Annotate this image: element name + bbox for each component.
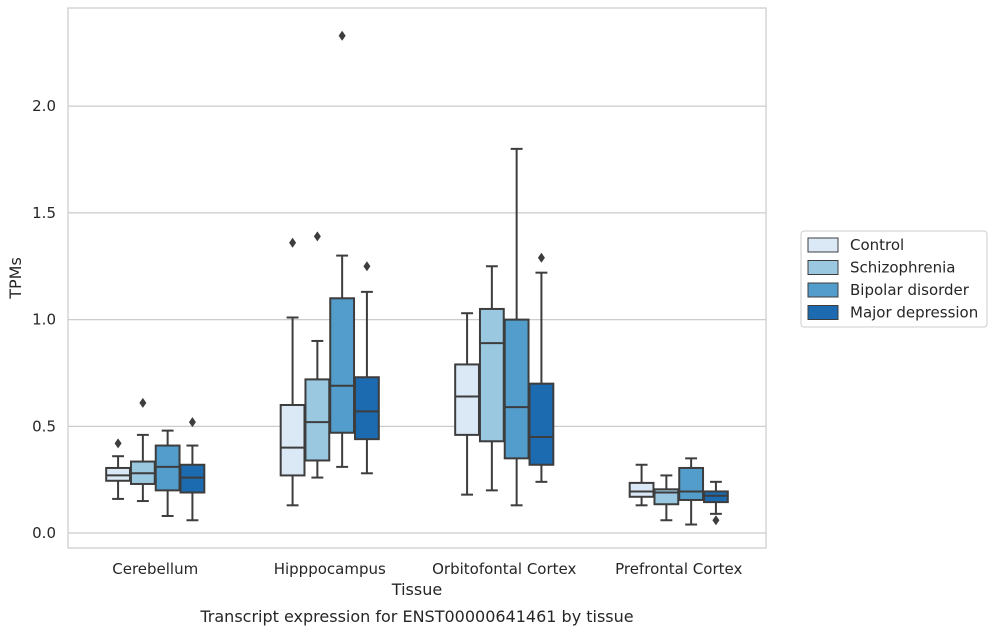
box-mark — [478, 265, 505, 492]
y-tick-label: 0.0 — [32, 524, 56, 542]
y-tick-label: 1.0 — [32, 311, 56, 329]
outlier-point — [537, 252, 545, 263]
box-mark — [279, 237, 306, 507]
box-iqr — [154, 444, 181, 492]
box-iqr — [354, 376, 380, 441]
series-bipolar-disorder — [154, 30, 705, 526]
box-mark — [628, 463, 655, 507]
x-tick-label: Prefrontal Cortex — [615, 560, 742, 578]
legend-swatch — [807, 260, 839, 275]
legend-item: Schizophrenia — [807, 259, 955, 277]
y-axis-label: TPMs — [6, 257, 25, 300]
chart-caption: Transcript expression for ENST0000064146… — [199, 607, 633, 626]
x-tick-label: Cerebellum — [112, 560, 198, 578]
x-axis-label: Tissue — [391, 580, 442, 599]
legend-swatch — [807, 237, 839, 253]
legend-label: Schizophrenia — [850, 259, 955, 277]
box-mark — [354, 261, 380, 475]
outlier-point — [338, 30, 346, 41]
outlier-point — [712, 515, 720, 526]
box-mark — [179, 417, 206, 522]
box-iqr — [528, 382, 555, 466]
plot-area-frame — [67, 7, 767, 549]
outlier-point — [289, 237, 297, 248]
x-axis-ticks: Cerebellum Hipppocampus Orbitofontal Corte… — [112, 560, 742, 578]
box-mark — [454, 312, 480, 496]
series-schizophrenia — [129, 231, 680, 522]
legend-item: Control — [807, 236, 904, 254]
legend-swatch — [807, 282, 839, 298]
legend-frame — [800, 230, 988, 328]
y-tick-label: 0.5 — [32, 417, 56, 435]
legend-swatch — [807, 305, 839, 320]
box-mark — [154, 429, 181, 517]
box-iqr — [703, 490, 729, 504]
box-mark — [678, 457, 705, 526]
box-mark — [329, 30, 356, 468]
outlier-point — [313, 231, 321, 242]
series-major-depression — [179, 252, 729, 526]
grid-lines — [68, 105, 766, 534]
outlier-point — [114, 438, 122, 449]
y-tick-label: 1.5 — [32, 204, 56, 222]
box-mark — [503, 147, 530, 507]
box-iqr — [478, 307, 505, 443]
box-iqr — [628, 481, 655, 498]
box-iqr — [105, 466, 131, 482]
box-iqr — [304, 378, 331, 462]
box-iqr — [179, 463, 206, 494]
box-mark — [105, 438, 131, 500]
box-iqr — [503, 318, 530, 460]
box-iqr — [678, 466, 705, 501]
box-series — [105, 30, 729, 526]
legend: Control Schizophrenia Bipolar disorder Majo… — [800, 230, 988, 328]
box-iqr — [329, 297, 356, 434]
legend-label: Bipolar disorder — [850, 281, 970, 299]
box-mark — [528, 252, 555, 483]
x-tick-label: Hipppocampus — [274, 560, 386, 578]
legend-item: Bipolar disorder — [807, 281, 970, 299]
y-tick-label: 2.0 — [32, 97, 56, 115]
x-tick-label: Orbitofontal Cortex — [432, 560, 576, 578]
box-iqr — [454, 363, 480, 436]
box-mark — [703, 480, 729, 526]
y-axis-ticks: 0.0 0.5 1.0 1.5 2.0 — [32, 97, 56, 542]
outlier-point — [139, 397, 147, 408]
box-iqr — [279, 403, 306, 477]
box-mark — [129, 397, 156, 503]
outlier-point — [188, 417, 196, 428]
box-mark — [653, 474, 680, 522]
outlier-point — [363, 261, 371, 272]
legend-label: Control — [850, 236, 904, 254]
legend-label: Major depression — [850, 304, 978, 322]
legend-item: Major depression — [807, 304, 978, 322]
box-mark — [304, 231, 331, 479]
